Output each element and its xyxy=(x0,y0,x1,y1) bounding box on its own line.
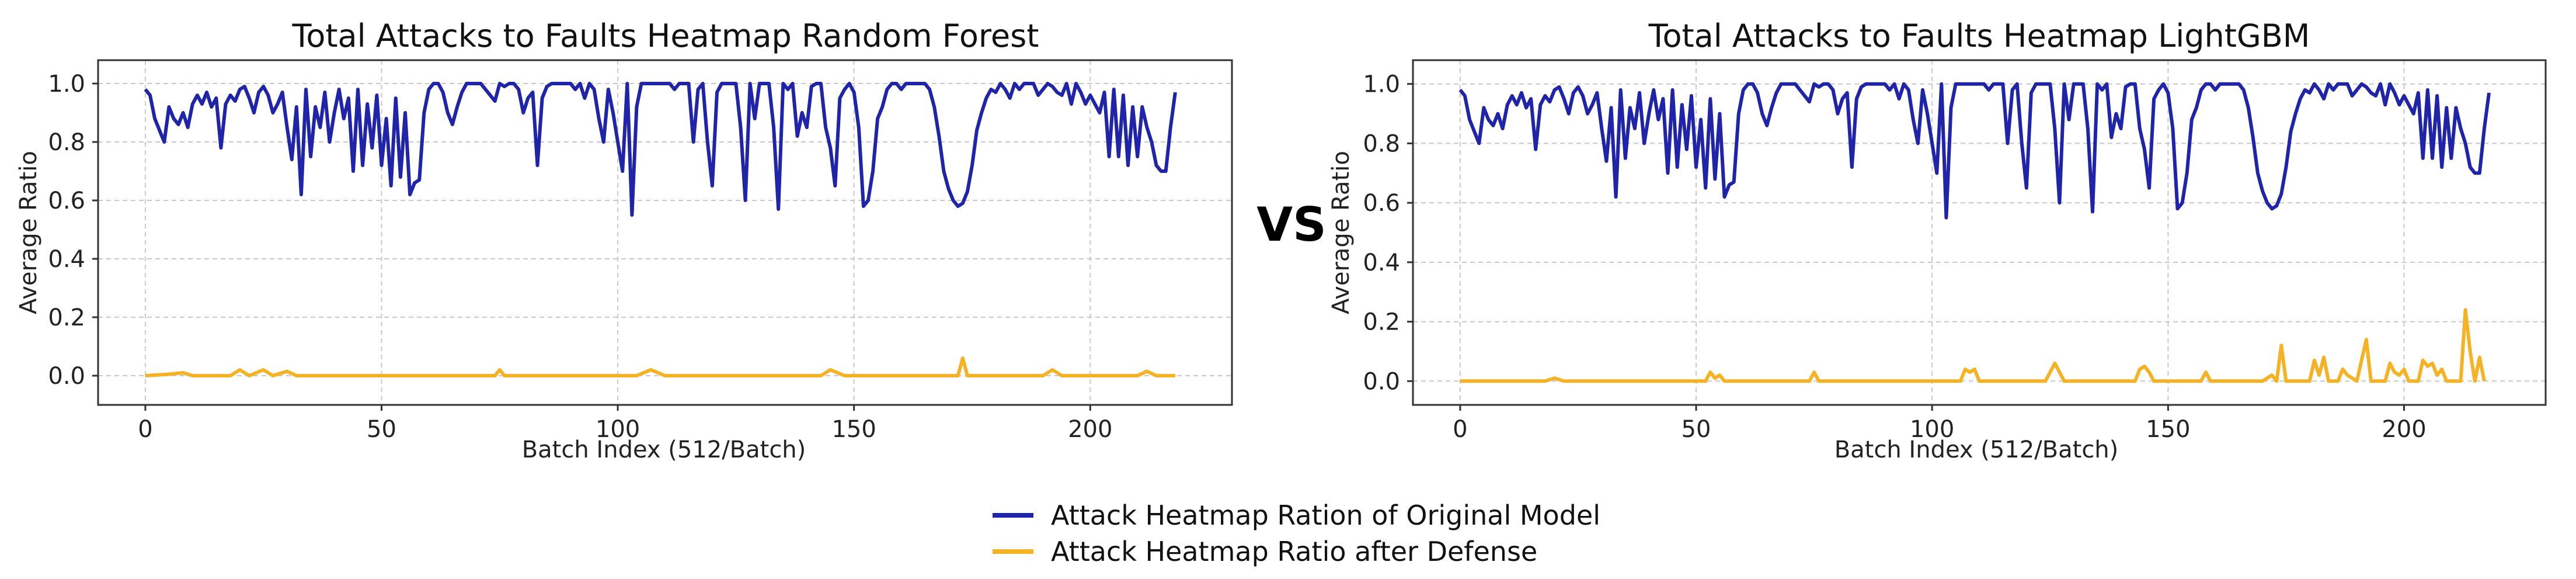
x-tick-label: 50 xyxy=(367,416,396,443)
x-tick-label: 50 xyxy=(1682,416,1711,443)
x-tick-label: 100 xyxy=(1910,416,1954,443)
x-tick-label: 0 xyxy=(1453,416,1467,443)
y-tick-label: 1.0 xyxy=(1363,71,1400,98)
legend-label-defense: Attack Heatmap Ratio after Defense xyxy=(1051,536,1537,567)
legend-label-original: Attack Heatmap Ration of Original Model xyxy=(1051,500,1600,531)
y-tick-label: 0.2 xyxy=(1363,309,1400,336)
y-axis-label: Average Ratio xyxy=(15,151,42,314)
y-tick-label: 0.2 xyxy=(48,304,85,331)
series-line-original xyxy=(144,82,1177,217)
chart-title: Total Attacks to Faults Heatmap Random F… xyxy=(292,18,1039,54)
y-tick-label: 1.0 xyxy=(48,71,85,98)
plot-frame xyxy=(1412,59,2547,406)
y-tick-label: 0.4 xyxy=(48,246,85,273)
x-tick-label: 100 xyxy=(596,416,640,443)
x-axis-label: Batch Index (512/Batch) xyxy=(1834,436,2119,463)
chart-title: Total Attacks to Faults Heatmap LightGBM xyxy=(1648,18,2310,54)
y-tick-label: 0.8 xyxy=(48,129,85,156)
series-line-original xyxy=(1458,82,2491,220)
x-tick-label: 150 xyxy=(831,416,876,443)
y-tick-label: 0.8 xyxy=(1363,130,1400,157)
series-line-defense xyxy=(145,356,1175,377)
x-tick-label: 0 xyxy=(138,416,152,443)
x-tick-label: 200 xyxy=(2382,416,2426,443)
y-tick-label: 0.0 xyxy=(1363,368,1400,395)
x-tick-label: 200 xyxy=(1068,416,1112,443)
vs-label: VS xyxy=(1256,197,1327,252)
chart-lightgbm: 0 50 100 150 200 0.0 0.2 0.4 0.6 0.8 1.0 Total Atta… xyxy=(1328,18,2547,463)
y-tick-label: 0.4 xyxy=(1363,249,1400,276)
chart-random-forest: 0 50 100 150 200 0.0 0.2 0.4 0.6 0.8 1.0 Total Atta… xyxy=(15,18,1233,463)
x-tick-label: 150 xyxy=(2146,416,2190,443)
y-tick-label: 0.6 xyxy=(48,188,85,214)
y-axis-label: Average Ratio xyxy=(1328,151,1355,314)
y-tick-label: 0.6 xyxy=(1363,190,1400,217)
plot-frame xyxy=(97,59,1233,406)
legend: Attack Heatmap Ration of Original Model … xyxy=(993,500,1600,567)
y-tick-label: 0.0 xyxy=(48,363,85,390)
series-line-defense xyxy=(1460,308,2486,383)
x-axis-label: Batch Index (512/Batch) xyxy=(522,436,806,463)
